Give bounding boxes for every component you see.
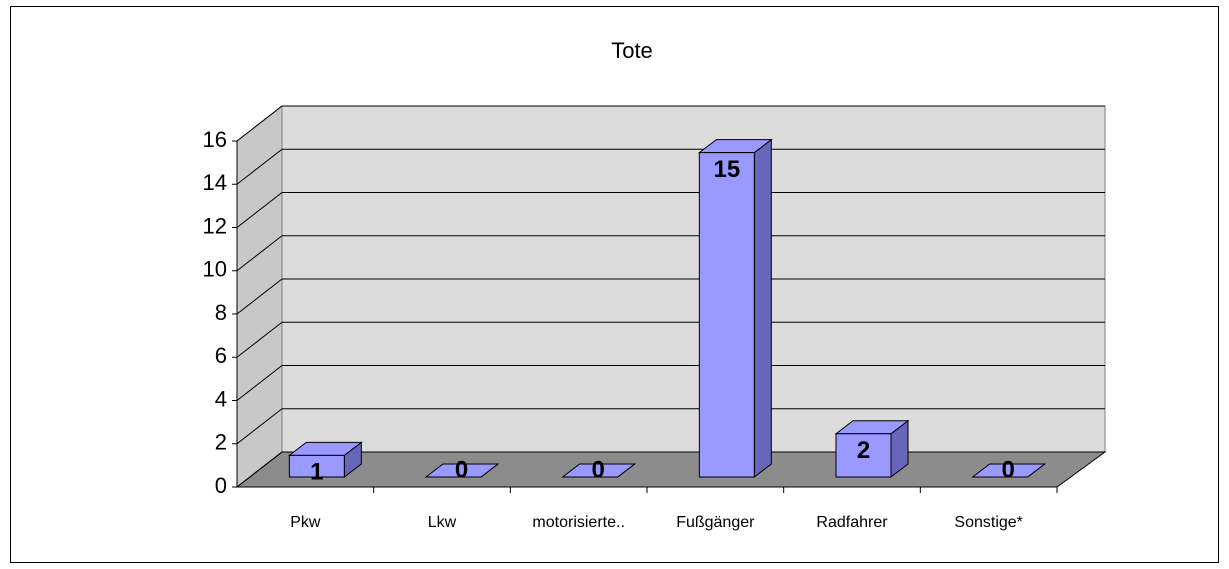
floor [235,451,1107,488]
x-tick-label: motorisierte.. [532,514,624,531]
grid-line [236,148,283,185]
y-tick-label: 6 [215,343,227,368]
bar-side [753,138,772,479]
grid-line [236,105,283,142]
value-label: 15 [713,156,740,183]
y-tick-label: 4 [215,386,227,411]
chart-title: Tote [611,38,653,63]
x-tick-label: Fußgänger [676,514,755,531]
bar-top [971,463,1047,478]
grid-line [236,365,283,401]
x-tick-label: Pkw [290,514,321,531]
grid-line [236,278,283,315]
bar [287,441,363,479]
grid-line [236,451,283,488]
y-tick-label: 12 [203,213,227,238]
bar [834,419,910,479]
bar-top [424,463,500,478]
x-tick-label: Radfahrer [816,514,888,531]
y-tick-label: 0 [215,473,227,498]
bar [971,463,1047,478]
value-label: 0 [591,456,604,483]
y-tick-label: 8 [215,300,227,325]
x-tick-label: Lkw [428,514,457,531]
grid-line [236,235,283,272]
bar [424,463,500,478]
y-tick-label: 14 [203,170,227,195]
grid-line [236,192,283,228]
value-label: 2 [857,437,870,464]
x-tick-label: Sonstige* [954,514,1023,531]
value-label: 1 [310,459,323,486]
bar-front [698,152,755,478]
bar [697,138,773,479]
bar-top [561,463,637,478]
y-tick-label: 10 [203,257,227,282]
value-label: 0 [455,456,468,483]
grid-line [236,408,283,445]
y-tick-label: 2 [215,430,227,455]
value-label: 0 [1001,456,1014,483]
bar-front [835,433,892,478]
y-tick-label: 16 [203,127,227,152]
bar-front [288,454,345,478]
grid-line [236,321,283,358]
bar [561,463,637,478]
